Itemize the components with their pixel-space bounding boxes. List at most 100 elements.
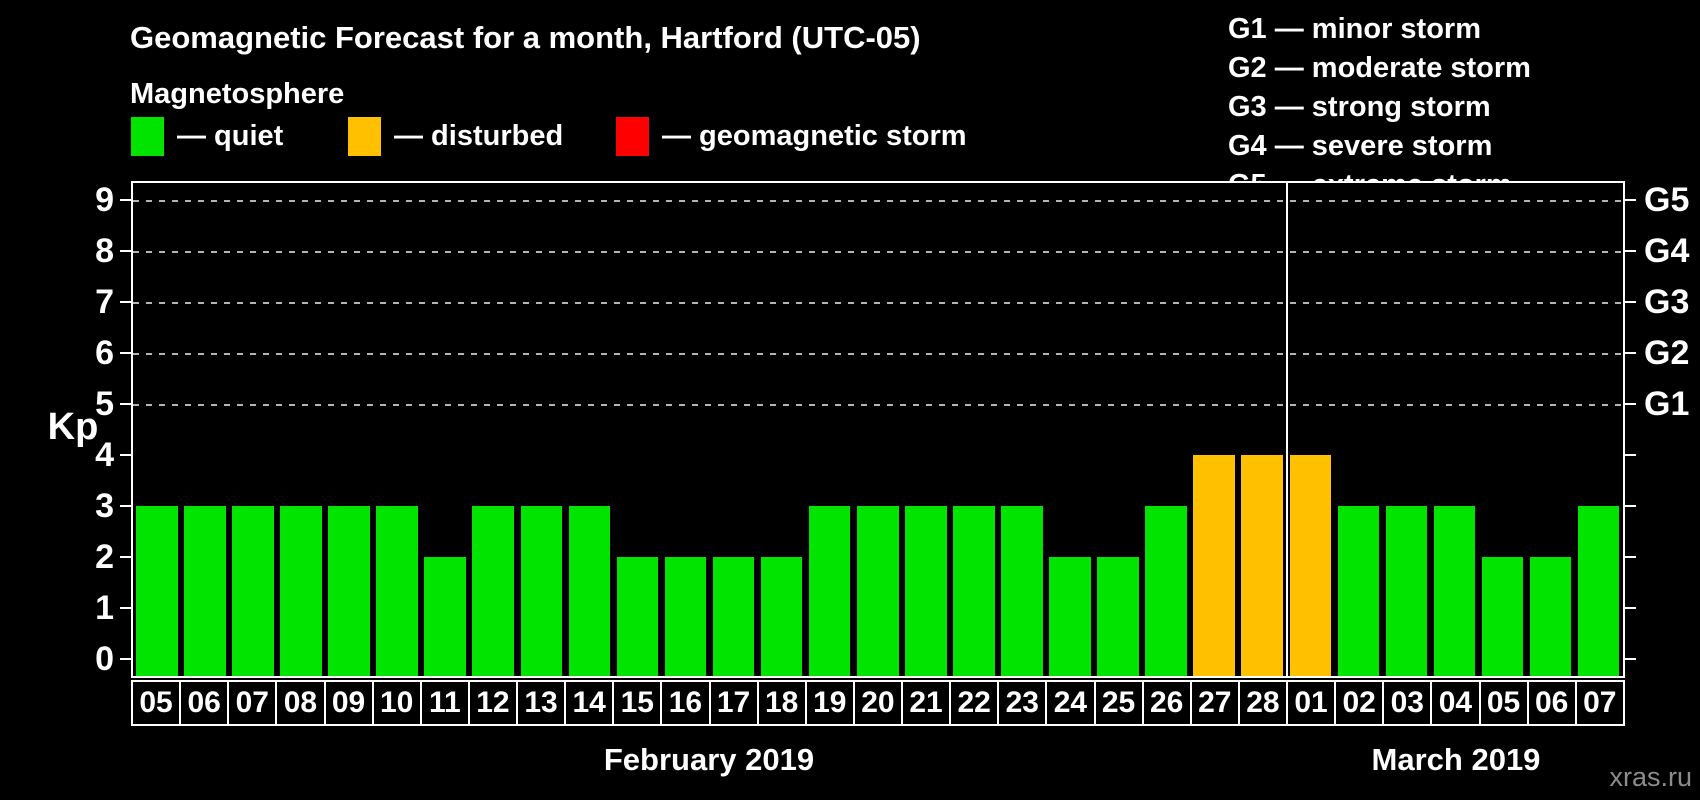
day-label-06: 06 <box>1526 680 1577 726</box>
g-legend-row-g3: G3 — strong storm <box>1228 91 1491 123</box>
page-title: Geomagnetic Forecast for a month, Hartfo… <box>130 20 921 55</box>
g-scale-legend: G1 — minor storm G2 — moderate storm G3 — … <box>1228 10 1531 205</box>
y-tick-left-8 <box>120 250 131 252</box>
day-label-17: 17 <box>708 680 759 726</box>
x-axis-day-labels: 05 06 07 08 09 10 11 12 13 14 15 16 17 18 19 20 21 22 23 24… <box>131 680 1625 726</box>
watermark: xras.ru <box>1609 762 1692 792</box>
day-label-01: 01 <box>1286 680 1337 726</box>
gridline-kp-7 <box>133 302 1623 304</box>
g-legend-row-g1: G1 — minor storm <box>1228 13 1481 45</box>
g-label-g4: G4 <box>1644 232 1690 270</box>
y-tick-label-0: 0 <box>95 640 114 678</box>
kp-bar-day-01-disturbed <box>1289 455 1332 676</box>
y-tick-left-3 <box>120 505 131 507</box>
kp-bar-day-05-quiet <box>136 506 178 676</box>
quiet-color-swatch <box>131 116 164 156</box>
legend-item-disturbed: — disturbed <box>348 116 563 156</box>
day-label-24: 24 <box>1045 680 1096 726</box>
kp-bar-day-07-quiet <box>1577 506 1620 676</box>
month-divider-line <box>1285 183 1288 676</box>
day-label-10: 10 <box>371 680 422 726</box>
legend-item-quiet: — quiet <box>131 116 283 156</box>
day-label-03: 03 <box>1382 680 1433 726</box>
day-label-09: 09 <box>323 680 374 726</box>
storm-color-swatch <box>616 116 649 156</box>
kp-bar-day-10-quiet <box>376 506 418 676</box>
g-legend-row-g2: G2 — moderate storm <box>1228 52 1531 84</box>
day-label-05: 05 <box>1478 680 1529 726</box>
y-axis-label: Kp <box>47 406 99 448</box>
kp-bar-day-02-quiet <box>1337 506 1380 676</box>
kp-bar-day-07-quiet <box>232 506 274 676</box>
y-tick-label-4: 4 <box>95 436 114 474</box>
y-tick-label-6: 6 <box>95 334 114 372</box>
kp-bar-day-22-quiet <box>953 506 995 676</box>
day-label-21: 21 <box>901 680 952 726</box>
kp-bar-day-27-disturbed <box>1193 455 1235 676</box>
plot-area <box>131 181 1625 678</box>
y-tick-right-8 <box>1625 250 1636 252</box>
day-label-27: 27 <box>1189 680 1240 726</box>
y-tick-right-9 <box>1625 199 1636 201</box>
day-label-08: 08 <box>275 680 326 726</box>
y-tick-right-2 <box>1625 556 1636 558</box>
y-tick-label-2: 2 <box>95 538 114 576</box>
kp-bar-day-08-quiet <box>280 506 322 676</box>
g-label-g1: G1 <box>1644 385 1690 423</box>
kp-bar-day-11-quiet <box>424 557 466 676</box>
day-label-22: 22 <box>949 680 1000 726</box>
day-label-06: 06 <box>179 680 230 726</box>
y-tick-right-1 <box>1625 607 1636 609</box>
legend-item-storm: — geomagnetic storm <box>616 116 967 156</box>
day-label-05: 05 <box>131 680 182 726</box>
kp-bar-day-16-quiet <box>664 557 707 676</box>
gridline-kp-9 <box>133 200 1623 202</box>
kp-bar-day-09-quiet <box>328 506 370 676</box>
legend-label-disturbed: — disturbed <box>394 119 564 152</box>
y-tick-left-9 <box>120 199 131 201</box>
kp-bar-day-24-quiet <box>1049 557 1091 676</box>
legend-label-storm: — geomagnetic storm <box>662 119 967 152</box>
kp-bar-day-23-quiet <box>1001 506 1043 676</box>
month-label-march: March 2019 <box>1371 742 1541 777</box>
kp-bar-day-14-quiet <box>568 506 611 676</box>
magnetosphere-label: Magnetosphere <box>130 78 345 110</box>
kp-bar-day-17-quiet <box>712 557 755 676</box>
kp-bar-day-21-quiet <box>905 506 947 676</box>
kp-bar-day-04-quiet <box>1433 506 1476 676</box>
day-label-11: 11 <box>419 680 470 726</box>
y-tick-label-3: 3 <box>95 487 114 525</box>
y-tick-label-7: 7 <box>95 283 114 321</box>
y-tick-left-1 <box>120 607 131 609</box>
day-label-12: 12 <box>467 680 518 726</box>
kp-bar-day-13-quiet <box>520 506 563 676</box>
kp-bar-day-15-quiet <box>616 557 659 676</box>
y-tick-right-3 <box>1625 505 1636 507</box>
kp-bar-day-25-quiet <box>1097 557 1139 676</box>
day-label-26: 26 <box>1141 680 1192 726</box>
gridline-kp-5 <box>133 404 1623 406</box>
legend-label-quiet: — quiet <box>177 119 284 152</box>
g-legend-row-g4: G4 — severe storm <box>1228 130 1493 162</box>
kp-bar-day-20-quiet <box>856 506 899 676</box>
y-tick-label-1: 1 <box>95 589 114 627</box>
y-tick-right-5 <box>1625 403 1636 405</box>
day-label-02: 02 <box>1334 680 1385 726</box>
y-tick-label-8: 8 <box>95 232 114 270</box>
kp-bar-day-05-quiet <box>1481 557 1524 676</box>
day-label-28: 28 <box>1237 680 1288 726</box>
kp-bar-day-12-quiet <box>472 506 514 676</box>
day-label-07: 07 <box>227 680 278 726</box>
day-label-19: 19 <box>804 680 855 726</box>
y-tick-left-7 <box>120 301 131 303</box>
day-label-16: 16 <box>660 680 711 726</box>
g-label-g2: G2 <box>1644 334 1690 372</box>
month-label-february: February 2019 <box>603 742 815 777</box>
day-label-13: 13 <box>516 680 567 726</box>
kp-bar-day-28-disturbed <box>1241 455 1284 676</box>
y-tick-left-5 <box>120 403 131 405</box>
day-label-14: 14 <box>564 680 615 726</box>
y-tick-left-0 <box>120 658 131 660</box>
kp-bar-day-03-quiet <box>1385 506 1428 676</box>
